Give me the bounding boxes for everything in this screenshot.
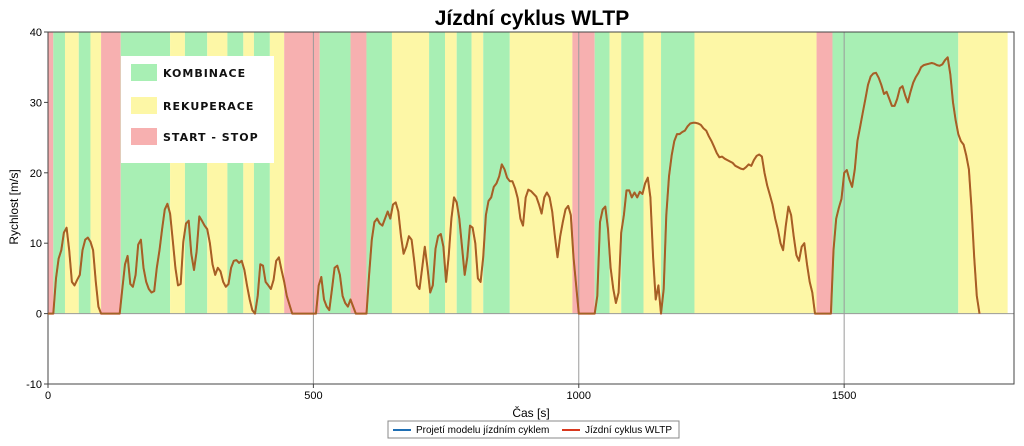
x-tick-label: 500 [304,390,322,402]
x-tick-label: 1000 [567,390,591,402]
y-tick-label: 20 [30,168,42,180]
x-axis-label: Čas [s] [512,405,549,420]
region-rekuperace [609,32,622,314]
region-rekuperace [694,32,817,314]
start-stop-swatch [131,128,157,145]
region-rekuperace [243,32,254,314]
x-tick-label: 1500 [832,390,856,402]
region-start-stop [350,32,367,314]
region-rekuperace [643,32,662,314]
region-rekuperace [509,32,573,314]
y-tick-label: 40 [30,27,42,39]
series-legend-box [387,420,680,439]
region-start-stop [101,32,121,314]
y-axis-label: Rychlost [m/s] [7,169,21,244]
kombinace-swatch [131,64,157,81]
region-kombinace [661,32,695,314]
grid [48,32,1014,384]
y-tick-label: 10 [30,238,42,250]
chart-title: Jízdní cyklus WLTP [435,7,629,30]
series-line-model [48,56,981,315]
region-kombinace [429,32,446,314]
rekuperace-label: REKUPERACE [163,100,254,113]
plot-frame [47,31,1015,385]
region-rekuperace [471,32,484,314]
region-rekuperace [445,32,457,314]
region-kombinace [621,32,644,314]
region-start-stop [572,32,595,314]
region-rekuperace [391,32,430,314]
y-tick-label: 0 [36,309,42,321]
series-legend: Projetí modelu jízdním cyklem Jízdní cyk… [387,420,680,439]
legend-label-model: Projetí modelu jízdním cyklem [416,425,549,436]
y-tick-label: 30 [30,97,42,109]
region-kombinace [53,32,65,314]
region-rekuperace [90,32,102,314]
y-tick-label: -10 [26,379,42,391]
x-tick-label: 0 [45,390,51,402]
rekuperace-swatch [131,97,157,114]
legend-label-wltp: Jízdní cyklus WLTP [585,425,672,436]
region-rekuperace [958,32,1008,314]
kombinace-label: KOMBINACE [163,67,246,80]
region-kombinace [594,32,610,314]
region-start-stop [48,32,54,314]
region-kombinace [832,32,959,314]
region-start-stop [284,32,320,314]
region-kombinace [78,32,91,314]
start-stop-label: START - STOP [163,131,259,144]
mode-legend: KOMBINACE REKUPERACE START - STOP [121,56,274,163]
region-start-stop [816,32,833,314]
